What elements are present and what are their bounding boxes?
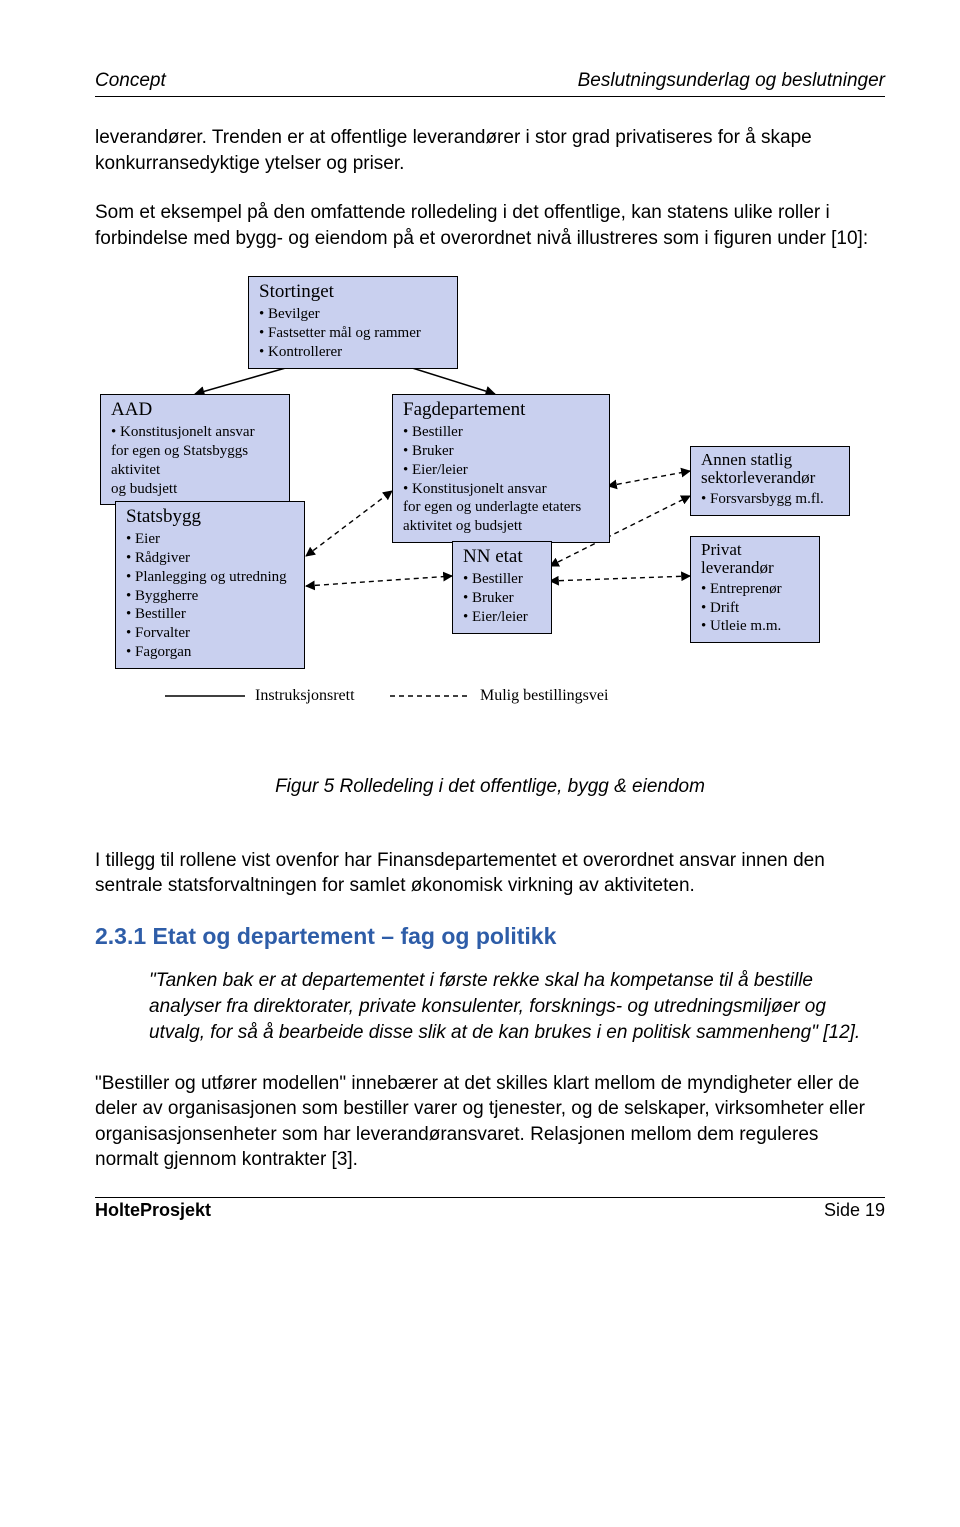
footer-right: Side 19 — [824, 1200, 885, 1221]
paragraph-2: Som et eksempel på den omfattende rolled… — [95, 200, 885, 251]
role-diagram: Stortinget • Bevilger • Fastsetter mål o… — [100, 276, 880, 736]
page-header: Concept Beslutningsunderlag og beslutnin… — [95, 70, 885, 92]
box-title-statsbygg: Statsbygg — [126, 506, 294, 529]
heading-2-3-1: 2.3.1 Etat og departement – fag og polit… — [95, 923, 885, 950]
document-page: Concept Beslutningsunderlag og beslutnin… — [0, 0, 960, 1251]
footer-left: HolteProsjekt — [95, 1200, 211, 1221]
box-title-fagdepartement: Fagdepartement — [403, 399, 599, 422]
box-aad: AAD • Konstitusjonelt ansvar for egen og… — [100, 394, 290, 506]
figure-caption: Figur 5 Rolledeling i det offentlige, by… — [95, 776, 885, 798]
box-nnetat: NN etat • Bestiller • Bruker • Eier/leie… — [452, 541, 552, 634]
box-title-aad: AAD — [111, 399, 279, 422]
box-title-annen: Annen statlig sektorleverandør — [701, 451, 839, 488]
box-statsbygg: Statsbygg • Eier • Rådgiver • Planleggin… — [115, 501, 305, 669]
legend-solid-label: Instruksjonsrett — [255, 687, 355, 705]
header-right: Beslutningsunderlag og beslutninger — [578, 70, 885, 92]
box-fagdepartement: Fagdepartement • Bestiller • Bruker • Ei… — [392, 394, 610, 543]
box-title-stortinget: Stortinget — [259, 281, 447, 304]
header-rule — [95, 96, 885, 97]
box-title-nnetat: NN etat — [463, 546, 541, 569]
box-stortinget: Stortinget • Bevilger • Fastsetter mål o… — [248, 276, 458, 369]
quote-block: "Tanken bak er at departementet i første… — [149, 968, 885, 1047]
paragraph-3: I tillegg til rollene vist ovenfor har F… — [95, 848, 885, 899]
header-left: Concept — [95, 70, 166, 92]
box-title-privat: Privat leverandør — [701, 541, 809, 578]
paragraph-4: "Bestiller og utfører modellen" innebære… — [95, 1071, 885, 1174]
page-footer: HolteProsjekt Side 19 — [95, 1198, 885, 1221]
legend-dashed-label: Mulig bestillingsvei — [480, 687, 608, 705]
box-annen-statlig: Annen statlig sektorleverandør • Forsvar… — [690, 446, 850, 516]
paragraph-1: leverandører. Trenden er at offentlige l… — [95, 125, 885, 176]
box-privat: Privat leverandør • Entreprenør • Drift … — [690, 536, 820, 644]
